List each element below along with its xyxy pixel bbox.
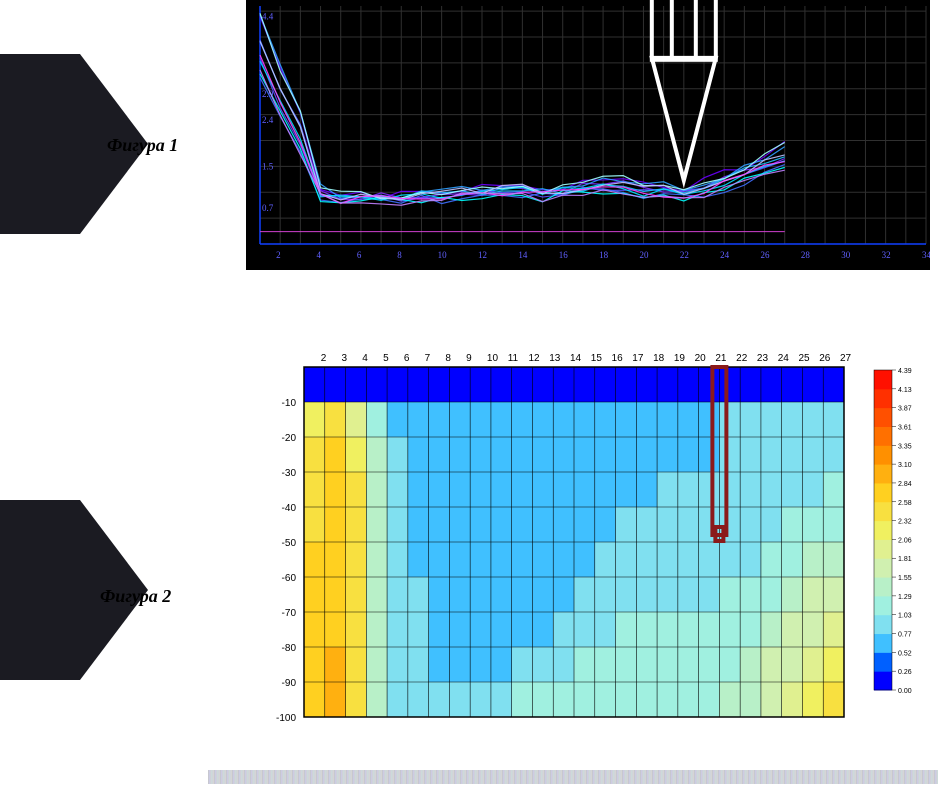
svg-text:4.39: 4.39 bbox=[898, 368, 912, 375]
svg-text:6: 6 bbox=[357, 250, 362, 260]
section-arrow-1 bbox=[0, 54, 80, 234]
svg-text:2: 2 bbox=[321, 353, 327, 364]
svg-text:8: 8 bbox=[397, 250, 402, 260]
svg-text:2.32: 2.32 bbox=[898, 519, 912, 526]
svg-text:24: 24 bbox=[720, 250, 730, 260]
svg-text:2: 2 bbox=[276, 250, 281, 260]
svg-text:22: 22 bbox=[736, 353, 748, 364]
section-arrow-2 bbox=[0, 500, 80, 680]
svg-text:10: 10 bbox=[438, 250, 448, 260]
svg-text:4: 4 bbox=[362, 353, 368, 364]
line-chart: 0.71.52.42.94.42468101214161820222426283… bbox=[246, 0, 930, 270]
svg-text:-70: -70 bbox=[282, 608, 297, 619]
svg-text:3.35: 3.35 bbox=[898, 443, 912, 450]
svg-text:16: 16 bbox=[559, 250, 569, 260]
svg-text:0.52: 0.52 bbox=[898, 650, 912, 657]
svg-text:21: 21 bbox=[715, 353, 727, 364]
svg-text:-60: -60 bbox=[282, 573, 297, 584]
svg-text:10: 10 bbox=[487, 353, 499, 364]
svg-text:15: 15 bbox=[591, 353, 603, 364]
svg-text:5: 5 bbox=[383, 353, 389, 364]
svg-text:2.58: 2.58 bbox=[898, 500, 912, 507]
svg-text:2.06: 2.06 bbox=[898, 537, 912, 544]
svg-text:14: 14 bbox=[570, 353, 582, 364]
svg-text:-20: -20 bbox=[282, 433, 297, 444]
svg-text:12: 12 bbox=[478, 250, 487, 260]
heatmap-chart: 2345678910111213141516171819202122232425… bbox=[250, 345, 920, 745]
svg-text:20: 20 bbox=[695, 353, 707, 364]
svg-text:23: 23 bbox=[757, 353, 769, 364]
svg-text:32: 32 bbox=[882, 250, 891, 260]
svg-text:20: 20 bbox=[639, 250, 649, 260]
svg-text:1.55: 1.55 bbox=[898, 575, 912, 582]
divider-texture bbox=[208, 770, 938, 784]
svg-text:3: 3 bbox=[342, 353, 348, 364]
svg-text:26: 26 bbox=[761, 250, 771, 260]
svg-text:18: 18 bbox=[653, 353, 665, 364]
svg-text:-90: -90 bbox=[282, 678, 297, 689]
svg-text:4: 4 bbox=[317, 250, 322, 260]
svg-text:-40: -40 bbox=[282, 503, 297, 514]
figure-2-label: Фигура 2 bbox=[100, 586, 171, 607]
svg-text:-30: -30 bbox=[282, 468, 297, 479]
svg-text:1.29: 1.29 bbox=[898, 594, 912, 601]
svg-text:22: 22 bbox=[680, 250, 689, 260]
svg-text:3.87: 3.87 bbox=[898, 406, 912, 413]
svg-text:4.4: 4.4 bbox=[262, 11, 274, 21]
svg-text:27: 27 bbox=[840, 353, 852, 364]
svg-text:19: 19 bbox=[674, 353, 686, 364]
svg-text:16: 16 bbox=[612, 353, 624, 364]
svg-text:-100: -100 bbox=[276, 713, 296, 724]
svg-text:30: 30 bbox=[841, 250, 851, 260]
svg-text:7: 7 bbox=[425, 353, 431, 364]
svg-text:14: 14 bbox=[518, 250, 528, 260]
svg-text:28: 28 bbox=[801, 250, 811, 260]
svg-text:0.77: 0.77 bbox=[898, 632, 912, 639]
svg-text:18: 18 bbox=[599, 250, 609, 260]
svg-text:4.13: 4.13 bbox=[898, 387, 912, 394]
svg-text:1.03: 1.03 bbox=[898, 613, 912, 620]
svg-text:0.00: 0.00 bbox=[898, 688, 912, 695]
svg-text:-50: -50 bbox=[282, 538, 297, 549]
svg-text:17: 17 bbox=[632, 353, 644, 364]
svg-text:1.81: 1.81 bbox=[898, 556, 912, 563]
svg-text:8: 8 bbox=[445, 353, 451, 364]
svg-text:3.61: 3.61 bbox=[898, 424, 912, 431]
svg-text:3.10: 3.10 bbox=[898, 462, 912, 469]
svg-text:25: 25 bbox=[798, 353, 810, 364]
svg-text:12: 12 bbox=[528, 353, 540, 364]
svg-text:34: 34 bbox=[922, 250, 930, 260]
svg-text:0.26: 0.26 bbox=[898, 669, 912, 676]
svg-text:-10: -10 bbox=[282, 398, 297, 409]
svg-text:26: 26 bbox=[819, 353, 831, 364]
svg-text:24: 24 bbox=[778, 353, 790, 364]
svg-text:6: 6 bbox=[404, 353, 410, 364]
svg-text:11: 11 bbox=[508, 353, 519, 364]
svg-text:0.7: 0.7 bbox=[262, 203, 274, 213]
svg-text:2.4: 2.4 bbox=[262, 115, 274, 125]
svg-text:13: 13 bbox=[549, 353, 561, 364]
svg-text:9: 9 bbox=[466, 353, 472, 364]
svg-text:1.5: 1.5 bbox=[262, 161, 274, 171]
figure-1-label: Фигура 1 bbox=[107, 135, 178, 156]
svg-text:2.84: 2.84 bbox=[898, 481, 912, 488]
svg-text:-80: -80 bbox=[282, 643, 297, 654]
